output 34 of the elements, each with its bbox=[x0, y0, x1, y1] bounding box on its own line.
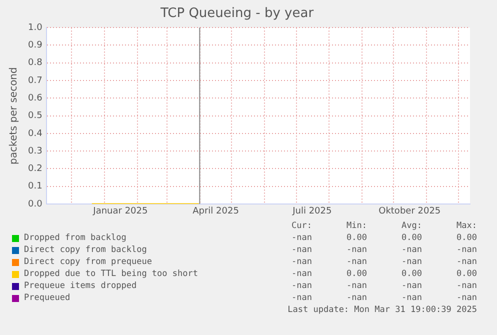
text: -nan 0.00 0.00 0.00 bbox=[292, 233, 477, 243]
text: Min: bbox=[346, 220, 367, 232]
legend-label: Direct copy from backlog bbox=[24, 244, 148, 256]
y-tick-label: 0.0 bbox=[28, 199, 43, 210]
y-tick-label: 0.4 bbox=[28, 128, 43, 139]
x-tick-label: April 2025 bbox=[192, 206, 239, 217]
text: Max: bbox=[456, 220, 477, 232]
chart-title: TCP Queueing - by year bbox=[159, 6, 314, 22]
text: Avg: bbox=[400, 220, 422, 232]
x-tick-label: Oktober 2025 bbox=[378, 206, 441, 217]
y-tick-label: 0.3 bbox=[28, 146, 42, 156]
text: -nan -nan -nan -nan bbox=[292, 281, 477, 291]
x-tick-label: Januar 2025 bbox=[92, 206, 148, 217]
legend-label: Prequeue items dropped bbox=[24, 280, 138, 292]
y-tick-label: 0.5 bbox=[28, 111, 42, 122]
legend-label: Dropped due to TTL being too short bbox=[24, 268, 199, 280]
y-axis-title: packets per second bbox=[8, 67, 20, 164]
text: -nan -nan -nan -nan bbox=[292, 293, 477, 303]
text: -nan 0.00 0.00 0.00 bbox=[292, 269, 477, 279]
legend-label: Prequeued bbox=[24, 292, 72, 304]
text: -nan -nan -nan -nan bbox=[292, 245, 477, 255]
text: Cur: bbox=[290, 220, 312, 232]
y-tick-label: 0.9 bbox=[28, 40, 43, 51]
y-tick-label: 0.8 bbox=[28, 58, 43, 68]
y-tick-label: 0.7 bbox=[28, 76, 42, 86]
x-tick-label: Juli 2025 bbox=[292, 206, 332, 217]
y-tick-label: 0.1 bbox=[28, 182, 42, 192]
legend-label: Dropped from backlog bbox=[24, 232, 128, 244]
y-tick-label: 0.6 bbox=[28, 94, 43, 104]
text: -nan -nan -nan -nan bbox=[292, 257, 477, 267]
y-tick-label: 1.0 bbox=[28, 22, 43, 33]
y-tick-label: 0.2 bbox=[28, 164, 42, 174]
text: Last update: Mon Mar 31 19:00:39 2025 bbox=[286, 304, 478, 316]
legend-label: Direct copy from prequeue bbox=[24, 256, 153, 268]
